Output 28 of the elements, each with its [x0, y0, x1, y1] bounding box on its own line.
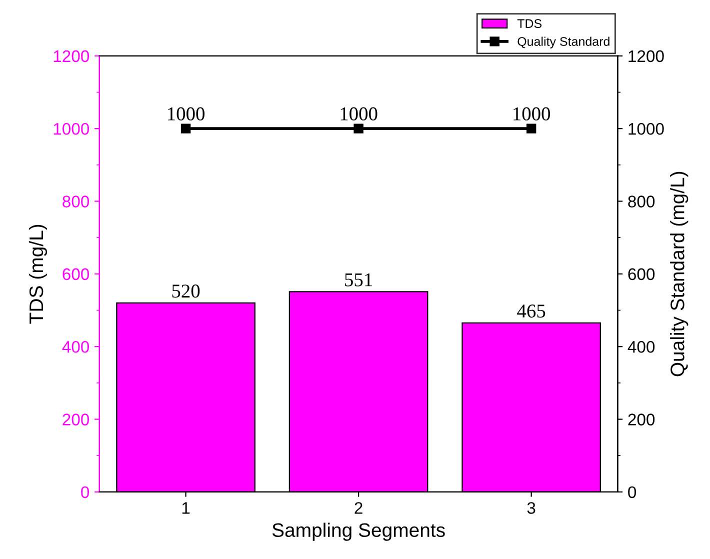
y-tick-label: 200	[62, 414, 90, 426]
data-label: 465	[517, 304, 546, 318]
data-label: 551	[345, 273, 372, 286]
legend-label: TDS	[517, 19, 542, 28]
y2-tick-label: 0	[628, 486, 636, 498]
x-tick-label: 3	[527, 502, 536, 514]
y2-tick-label: 800	[628, 196, 655, 208]
x-axis-title: Sampling Segments	[272, 522, 445, 541]
legend-label: Quality Standard	[518, 36, 610, 48]
y-tick-label: 1000	[54, 122, 90, 135]
data-label: 1000	[168, 107, 204, 120]
data-label: 1000	[514, 107, 550, 120]
y2-tick-label: 400	[628, 340, 655, 353]
y2-tick-label: 200	[628, 414, 655, 426]
y-axis-title: TDS (mg/L)	[28, 224, 48, 324]
data-label: 520	[172, 284, 200, 298]
y2-tick-label: 600	[628, 268, 655, 280]
data-label: 1000	[340, 107, 378, 120]
y-tick-label: 600	[62, 268, 90, 280]
y2-tick-label: 1000	[628, 122, 664, 135]
y-tick-label: 400	[62, 340, 90, 353]
x-tick-label: 1	[182, 502, 190, 514]
y-tick-label: 0	[81, 486, 90, 498]
y2-tick-label: 1200	[628, 50, 664, 62]
y-tick-label: 1200	[54, 50, 90, 62]
x-tick-label: 2	[354, 502, 362, 514]
y-tick-label: 800	[62, 196, 90, 208]
y2-axis-title: Quality Standard (mg/L)	[670, 172, 688, 376]
